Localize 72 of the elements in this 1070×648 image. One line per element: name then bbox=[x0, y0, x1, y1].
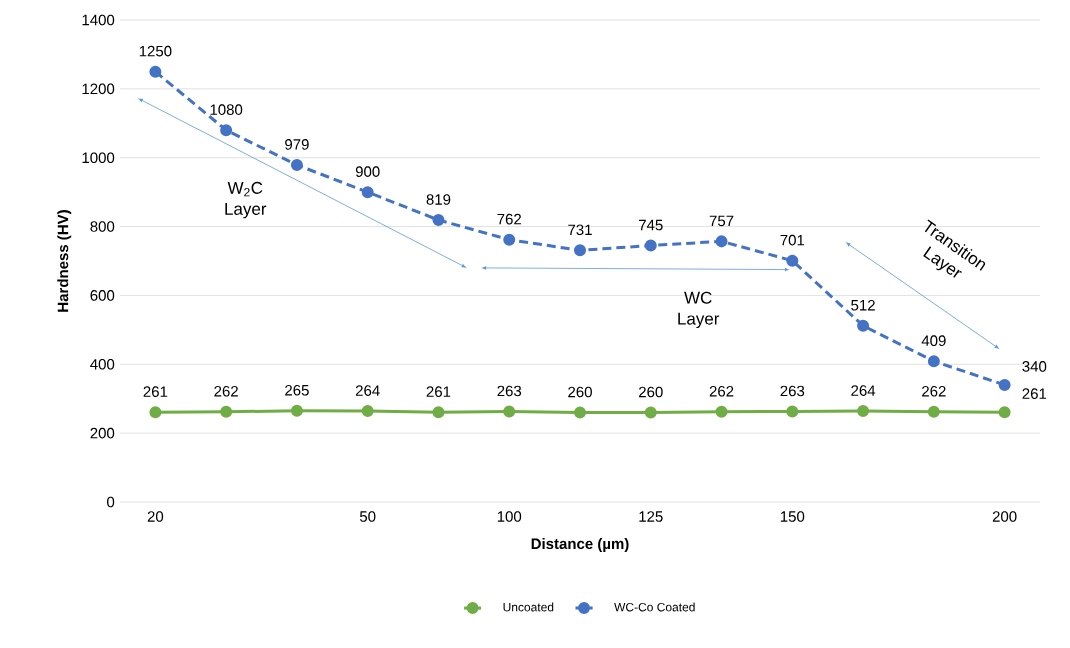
data-label: 745 bbox=[639, 219, 663, 231]
y-tick-label: 200 bbox=[90, 427, 115, 439]
y-tick-label: 0 bbox=[107, 496, 115, 508]
data-label: 340 bbox=[1022, 361, 1047, 372]
data-label: 409 bbox=[921, 335, 946, 346]
data-label: 701 bbox=[780, 234, 805, 246]
data-label: 512 bbox=[851, 299, 875, 311]
point bbox=[927, 405, 940, 418]
y-tick-label: 800 bbox=[90, 221, 115, 232]
data-label: 757 bbox=[709, 215, 734, 227]
point bbox=[574, 244, 587, 257]
legend-label: Uncoated bbox=[503, 602, 554, 612]
data-label: 1080 bbox=[210, 104, 243, 115]
data-label: 979 bbox=[285, 139, 309, 150]
point bbox=[857, 319, 870, 332]
y-axis-title: Hardness (HV) bbox=[57, 210, 72, 312]
point bbox=[361, 186, 374, 199]
y-tick-label: 1200 bbox=[82, 83, 115, 95]
data-label: 262 bbox=[709, 385, 734, 397]
data-label: 261 bbox=[143, 386, 168, 397]
x-tick-label: 150 bbox=[780, 511, 805, 522]
data-label: 263 bbox=[780, 385, 805, 397]
point bbox=[149, 406, 162, 419]
data-label: 263 bbox=[497, 385, 522, 397]
point bbox=[644, 406, 657, 419]
data-label: 264 bbox=[851, 385, 876, 396]
point bbox=[503, 405, 516, 418]
point bbox=[432, 406, 445, 419]
x-tick-label: 50 bbox=[359, 511, 376, 522]
data-label: 262 bbox=[214, 385, 238, 397]
legend-label: WC-Co Coated bbox=[614, 602, 695, 612]
y-tick-label: 600 bbox=[90, 290, 115, 301]
data-label: 762 bbox=[497, 213, 521, 225]
annotation: WC Layer bbox=[678, 291, 720, 329]
data-label: 261 bbox=[426, 386, 451, 397]
x-axis-title: Distance (µm) bbox=[531, 538, 629, 553]
x-tick-label: 200 bbox=[992, 511, 1017, 522]
point bbox=[361, 405, 374, 418]
x-tick-label: 20 bbox=[147, 511, 164, 522]
data-label: 262 bbox=[922, 385, 946, 397]
point bbox=[857, 405, 870, 418]
y-tick-label: 1400 bbox=[82, 14, 115, 26]
y-tick-label: 400 bbox=[90, 358, 115, 370]
data-label: 819 bbox=[426, 194, 451, 205]
y-tick-label: 1000 bbox=[82, 152, 115, 164]
data-label: 260 bbox=[639, 386, 663, 398]
x-tick-label: 100 bbox=[497, 511, 522, 522]
point bbox=[715, 405, 728, 418]
point bbox=[503, 233, 516, 246]
point bbox=[998, 378, 1011, 391]
x-tick-label: 125 bbox=[639, 511, 663, 522]
data-label: 731 bbox=[568, 224, 592, 236]
data-label: 261 bbox=[1022, 388, 1047, 399]
point bbox=[927, 355, 940, 368]
data-label: 264 bbox=[355, 385, 380, 396]
point bbox=[574, 406, 587, 419]
data-label: 260 bbox=[568, 386, 592, 398]
point bbox=[644, 239, 657, 252]
data-label: 1250 bbox=[139, 45, 172, 57]
annotation: W$_{2}$C Layer bbox=[225, 181, 267, 219]
point bbox=[220, 405, 233, 418]
point bbox=[786, 405, 799, 418]
data-label: 265 bbox=[285, 384, 309, 396]
point bbox=[149, 65, 162, 78]
data-label: 900 bbox=[355, 166, 380, 177]
point bbox=[715, 235, 728, 248]
point bbox=[786, 254, 799, 267]
point bbox=[998, 406, 1011, 419]
point bbox=[220, 124, 233, 137]
point bbox=[290, 158, 303, 171]
point bbox=[432, 214, 445, 227]
point bbox=[290, 404, 303, 417]
